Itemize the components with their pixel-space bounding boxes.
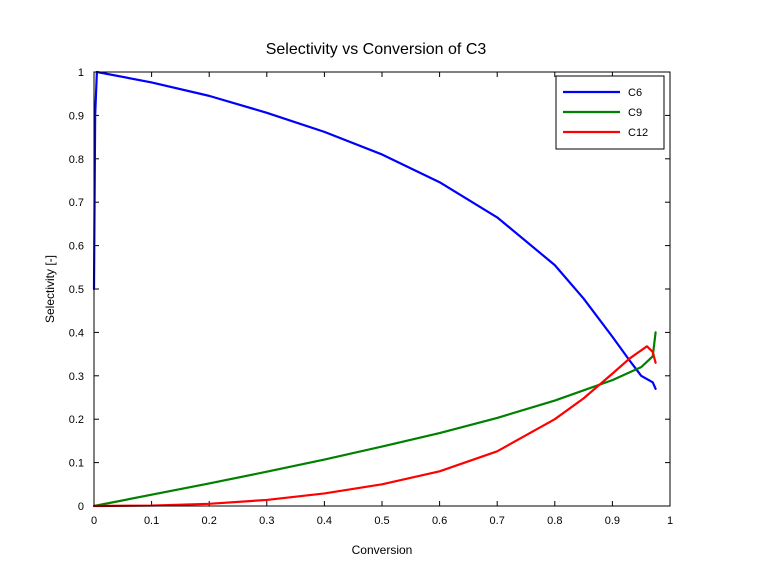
y-tick-label: 0.8 — [69, 154, 84, 166]
x-tick-label: 0 — [91, 515, 97, 527]
y-tick-label: 0.1 — [69, 458, 84, 470]
x-tick-label: 1 — [667, 515, 673, 527]
x-tick-label: 0.7 — [490, 515, 505, 527]
y-tick-label: 0 — [78, 501, 84, 513]
x-tick-label: 0.6 — [432, 515, 447, 527]
plot-frame — [93, 71, 671, 507]
x-tick-label: 0.4 — [317, 515, 332, 527]
series-line-c12 — [92, 345, 657, 508]
x-axis-label: Conversion — [352, 543, 413, 557]
legend-label-c6: C6 — [628, 87, 642, 99]
y-tick-label: 0.6 — [69, 241, 84, 253]
series-line-c9 — [92, 331, 657, 508]
x-tick-label: 0.9 — [605, 515, 620, 527]
x-tick-label: 0.2 — [202, 515, 217, 527]
y-tick-label: 0.2 — [69, 414, 84, 426]
y-tick-label: 0.9 — [69, 110, 84, 122]
x-tick-label: 0.5 — [374, 515, 389, 527]
x-tick-label: 0.1 — [144, 515, 159, 527]
legend-label-c12: C12 — [628, 127, 648, 139]
y-tick-label: 0.4 — [69, 327, 84, 339]
y-axis-label: Selectivity [-] — [43, 255, 57, 323]
y-tick-label: 0.3 — [69, 371, 84, 383]
series-group — [92, 70, 657, 508]
x-tick-label: 0.3 — [259, 515, 274, 527]
ticks-group: 0 0.1 0.2 0.3 0.4 0.5 0.6 0.7 0.8 0.9 1 0 0.1 0.2 0.3 0… — [69, 67, 673, 527]
y-tick-label: 1 — [78, 67, 84, 79]
chart-title: Selectivity vs Conversion of C3 — [266, 41, 487, 58]
x-tick-label: 0.8 — [547, 515, 562, 527]
series-line-c6 — [92, 70, 657, 390]
y-tick-label: 0.5 — [69, 284, 84, 296]
y-tick-label: 0.7 — [69, 197, 84, 209]
legend-label-c9: C9 — [628, 107, 642, 119]
legend: C6 C9 C12 — [555, 75, 665, 150]
